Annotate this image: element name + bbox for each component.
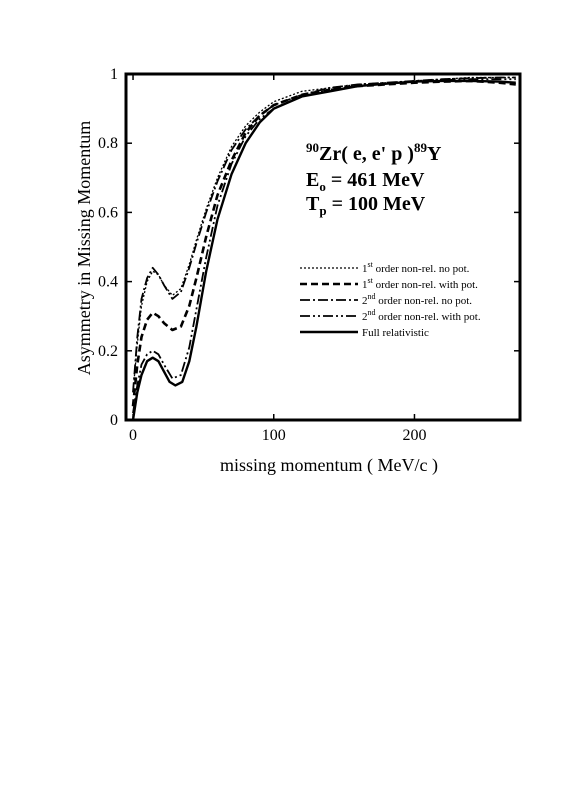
reaction-annotation: 90Zr( e, e' p )89Y <box>306 140 442 165</box>
axis-ticks: 0 0.2 0.4 0.6 0.8 1 0 100 200 <box>98 66 520 444</box>
y-tick-label: 0 <box>110 412 118 429</box>
y-tick-label: 1 <box>110 66 118 83</box>
legend: 1st order non-rel. no pot.1st order non-… <box>300 260 481 339</box>
proton-energy-annotation: Tp = 100 MeV <box>306 193 426 218</box>
series-line-5 <box>131 79 516 421</box>
x-tick-label: 200 <box>402 427 426 444</box>
y-tick-label: 0.2 <box>98 343 118 360</box>
x-tick-label: 100 <box>262 427 286 444</box>
x-axis-title: missing momentum ( MeV/c ) <box>220 455 438 476</box>
y-tick-label: 0.4 <box>98 274 118 291</box>
y-axis-title: Asymmetry in Missing Momentum <box>74 121 94 376</box>
plot-frame <box>124 72 522 422</box>
series-lines <box>131 76 516 421</box>
legend-label-3: 2nd order non-rel. no pot. <box>362 292 472 307</box>
beam-energy-annotation: Eo = 461 MeV <box>306 169 425 194</box>
legend-label-2: 1st order non-rel. with pot. <box>362 276 478 291</box>
legend-label-5: Full relativistic <box>362 327 429 339</box>
legend-label-1: 1st order non-rel. no pot. <box>362 260 470 275</box>
series-line-4 <box>132 78 516 414</box>
y-tick-label: 0.6 <box>98 204 118 221</box>
legend-label-4: 2nd order non-rel. with pot. <box>362 308 481 323</box>
y-tick-label: 0.8 <box>98 135 118 152</box>
series-line-2 <box>131 79 516 407</box>
x-tick-label: 0 <box>129 427 137 444</box>
